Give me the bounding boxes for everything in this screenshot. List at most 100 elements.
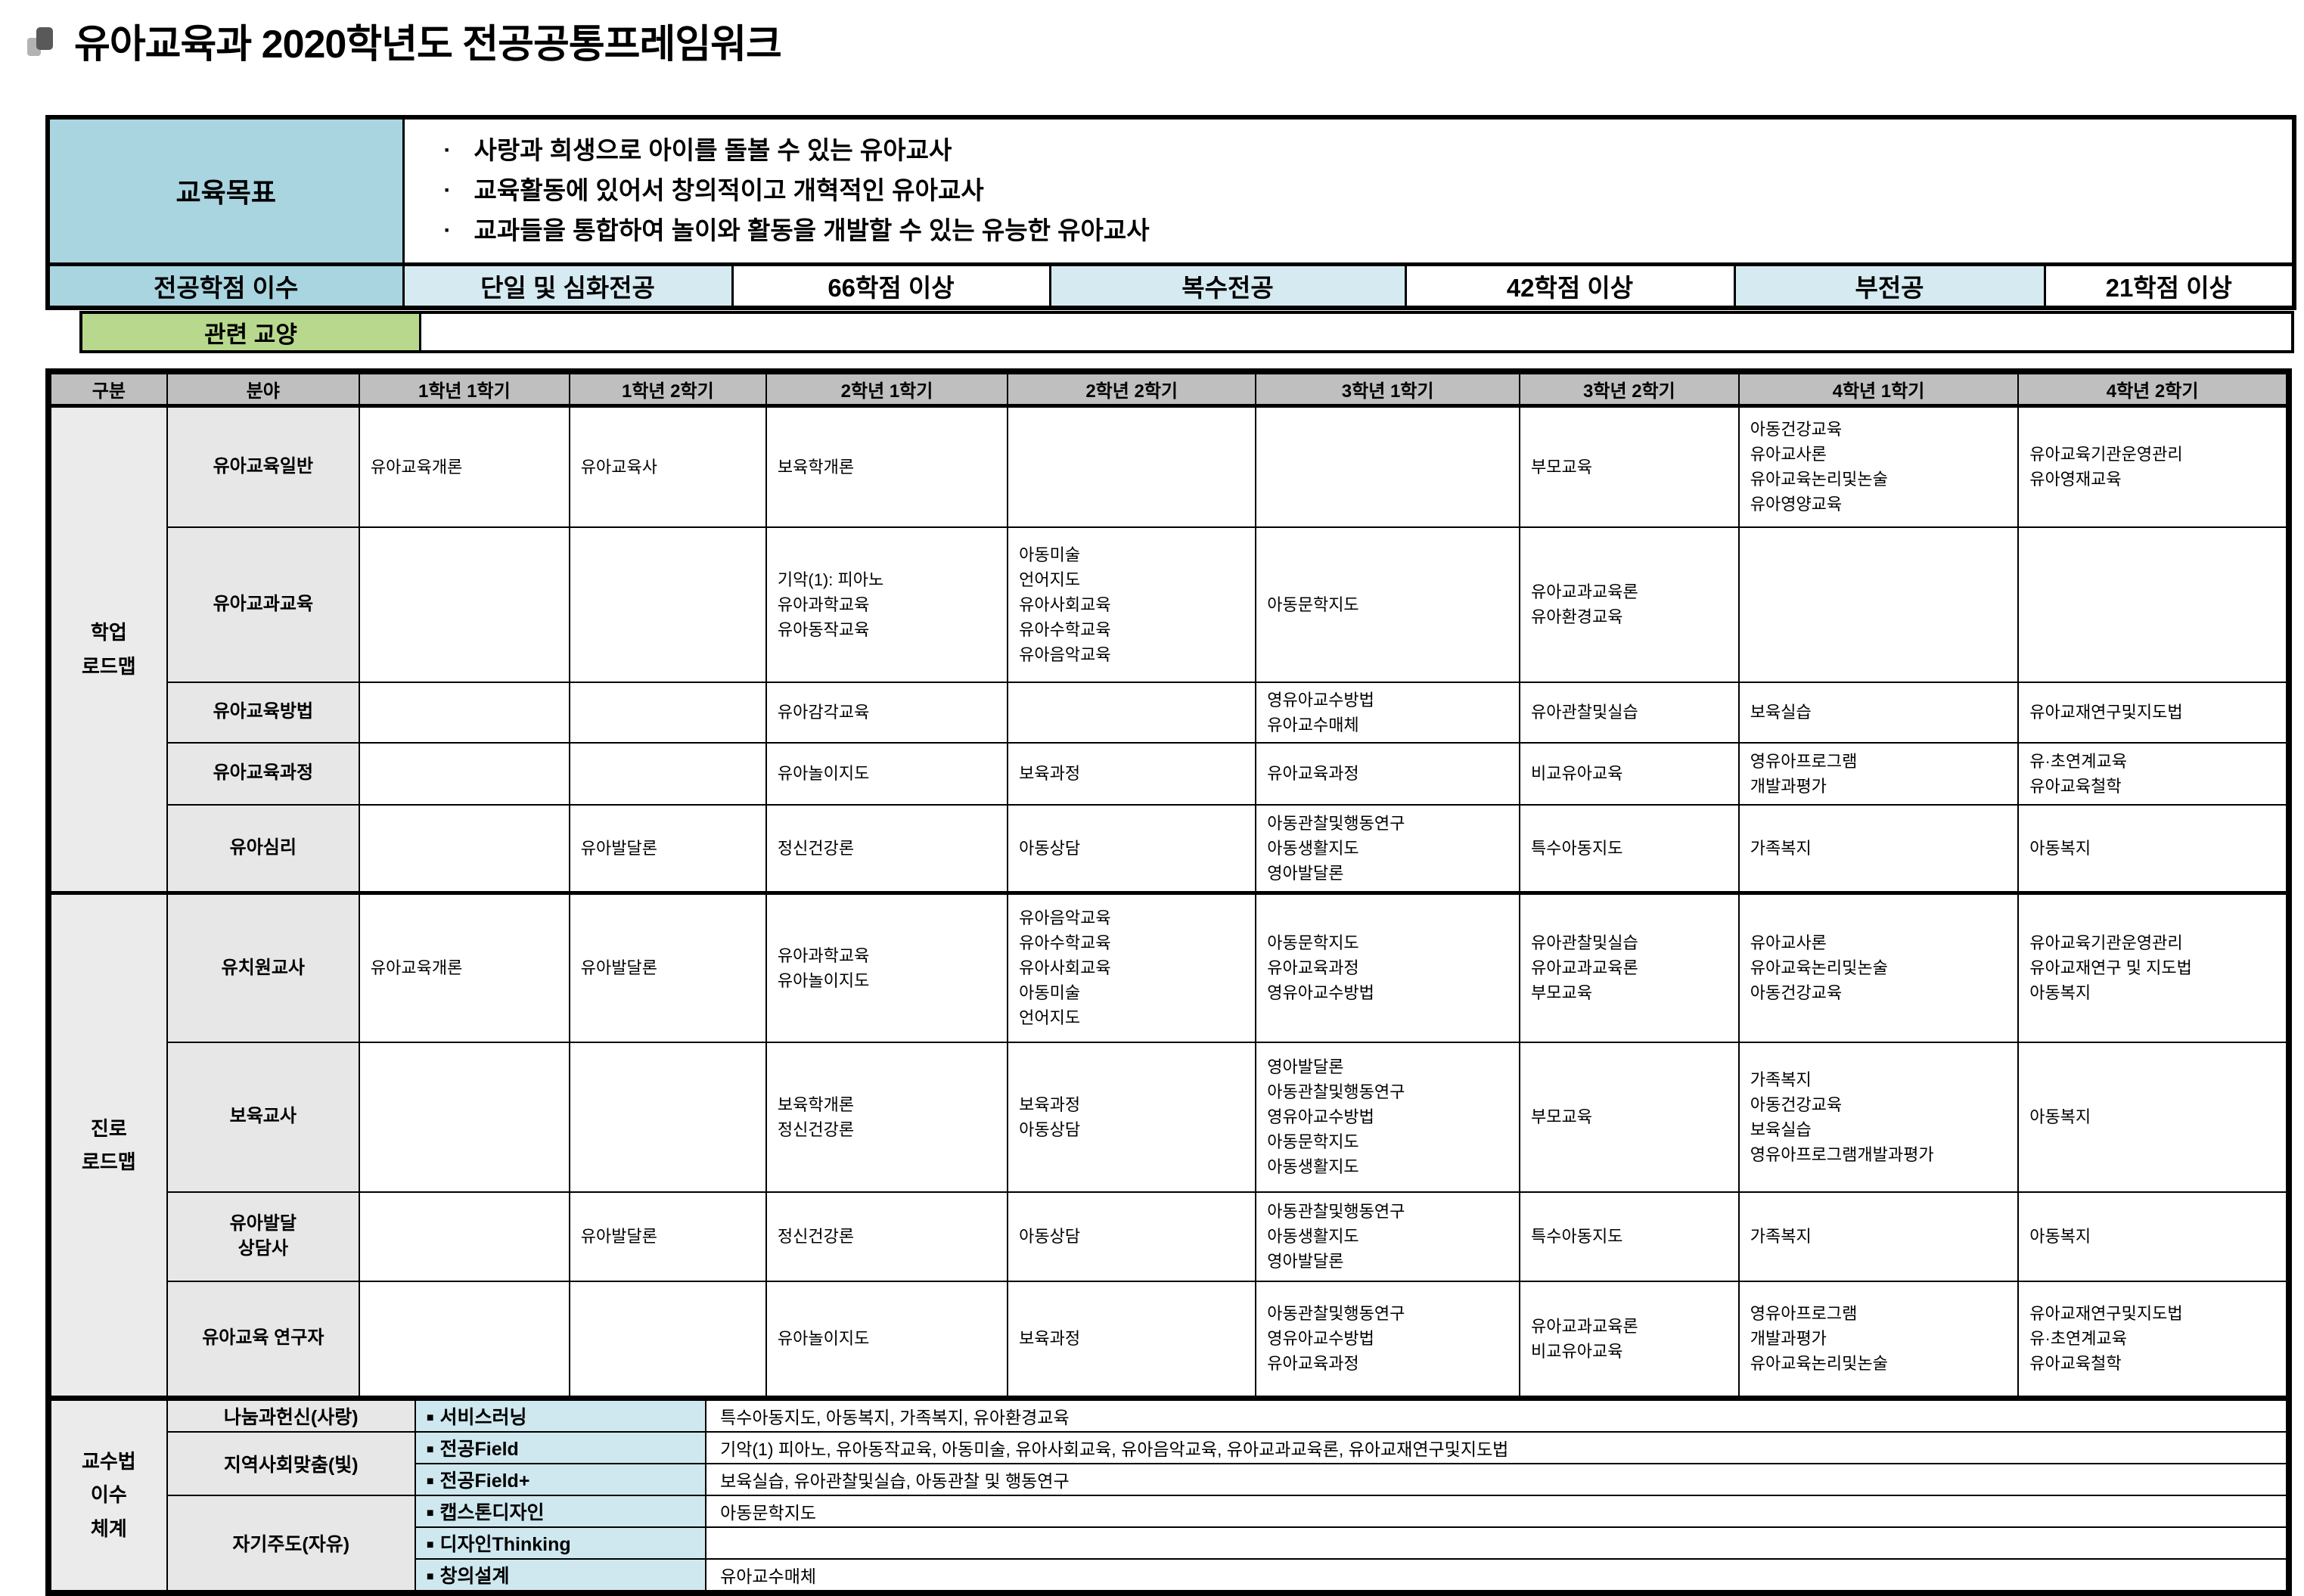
square-bullet-icon: ■ xyxy=(426,1474,434,1488)
square-bullet-icon: ■ xyxy=(426,1442,434,1456)
table-row: 진로 로드맵 유치원교사 유아교육개론 유아발달론 유아과학교육 유아놀이지도 … xyxy=(50,891,2287,1397)
course-cell xyxy=(568,526,767,683)
credit-value-cell: 42학점 이상 xyxy=(1404,262,1736,309)
roadmap-table: 구분 분야 1학년 1학기 1학년 2학기 2학년 1학기 2학년 2학기 3학… xyxy=(50,373,2287,1397)
liberal-arts-value xyxy=(421,314,2291,350)
course-cell: 유아관찰및실습 유아교과교육론 부모교육 xyxy=(1519,891,1740,1043)
teaching-category-cell: 자기주도(자유) xyxy=(166,1494,416,1591)
square-bullet-icon: ■ xyxy=(426,1570,434,1583)
goal-text: 교육활동에 있어서 창의적이고 개혁적인 유아교사 xyxy=(474,175,984,204)
square-bullet-icon: ■ xyxy=(426,1411,434,1424)
table-row: 유아교과교육 기악(1): 피아노 유아과학교육 유아동작교육 아동미술 언어지… xyxy=(51,526,2287,683)
teaching-courses-cell: 기악(1) 피아노, 유아동작교육, 아동미술, 유아사회교육, 유아음악교육,… xyxy=(705,1430,2287,1464)
bullet-icon: · xyxy=(443,218,452,244)
course-cell: 보육학개론 정신건강론 xyxy=(765,1041,1009,1193)
table-row: 유아발달 상담사 유아발달론 정신건강론 아동상담 아동관찰및행동연구 아동생활… xyxy=(51,1191,2287,1282)
table-row: 보육교사 보육학개론 정신건강론 보육과정 아동상담 영아발달론 아동관찰및행동… xyxy=(51,1041,2287,1193)
course-cell: 유아교과교육론 유아환경교육 xyxy=(1519,526,1740,683)
header-row: 구분 분야 1학년 1학기 1학년 2학기 2학년 1학기 2학년 2학기 3학… xyxy=(50,373,2287,408)
teaching-group-cell: 교수법 이수 체계 xyxy=(50,1400,168,1591)
course-cell: 유아교과교육론 비교유아교육 xyxy=(1519,1280,1740,1397)
course-cell xyxy=(568,681,767,744)
credits-label: 전공학점 이수 xyxy=(46,262,405,309)
column-header: 3학년 2학기 xyxy=(1519,373,1740,408)
course-cell: 아동건강교육 유아교사론 유아교육논리및논술 유아영양교육 xyxy=(1737,405,2020,528)
course-cell xyxy=(358,1280,570,1397)
course-cell xyxy=(358,681,570,744)
course-cell: 아동상담 xyxy=(1007,803,1257,894)
table-row: 유아심리 유아발달론 정신건강론 아동상담 아동관찰및행동연구 아동생활지도 영… xyxy=(51,803,2287,894)
teaching-method-table: 교수법 이수 체계 나눔과헌신(사랑) ■ 서비스러닝 특수아동지도, 아동복지,… xyxy=(50,1400,2287,1591)
course-cell: 유아교육개론 xyxy=(358,891,570,1043)
course-cell xyxy=(358,526,570,683)
group-cell: 진로 로드맵 xyxy=(50,891,168,1397)
course-cell: 유아교사론 유아교육논리및논술 아동건강교육 xyxy=(1737,891,2020,1043)
credit-type-cell: 부전공 xyxy=(1733,262,2046,309)
field-cell: 유아교육 연구자 xyxy=(166,1280,360,1397)
course-cell: 유아관찰및실습 xyxy=(1519,681,1740,744)
table-row: 지역사회맞춤(빛) ■ 전공Field 기악(1) 피아노, 유아동작교육, 아동… xyxy=(51,1430,2287,1496)
course-cell: 유아놀이지도 xyxy=(765,1280,1009,1397)
teaching-method-cell: ■ 서비스러닝 xyxy=(414,1400,707,1433)
field-cell: 보육교사 xyxy=(166,1041,360,1193)
course-cell: 아동상담 xyxy=(1007,1191,1257,1282)
course-cell xyxy=(568,1041,767,1193)
course-cell: 유아발달론 xyxy=(568,803,767,894)
course-cell: 정신건강론 xyxy=(765,1191,1009,1282)
education-goal-body: · 사랑과 희생으로 아이를 돌볼 수 있는 유아교사 · 교육활동에 있어서 … xyxy=(402,116,2296,266)
course-cell: 가족복지 xyxy=(1737,803,2020,894)
course-cell: 유아발달론 xyxy=(568,891,767,1043)
table-row: 학업 로드맵 유아교육일반 유아교육개론 유아교육사 보육학개론 부모교육 아동… xyxy=(50,405,2287,894)
course-cell xyxy=(358,803,570,894)
framework-table-container: 구분 분야 1학년 1학기 1학년 2학기 2학년 1학기 2학년 2학기 3학… xyxy=(45,368,2292,1596)
teaching-courses-cell: 유아교수매체 xyxy=(705,1557,2287,1591)
column-header: 3학년 1학기 xyxy=(1255,373,1521,408)
course-cell: 특수아동지도 xyxy=(1519,803,1740,894)
course-cell: 영유아프로그램 개발과평가 유아교육논리및논술 xyxy=(1737,1280,2020,1397)
teaching-method-section: 교수법 이수 체계 나눔과헌신(사랑) ■ 서비스러닝 특수아동지도, 아동복지,… xyxy=(50,1396,2287,1591)
field-cell: 유아발달 상담사 xyxy=(166,1191,360,1282)
table-row: ■ 디자인Thinking xyxy=(51,1526,2287,1560)
course-cell xyxy=(2017,526,2287,683)
course-cell: 유아과학교육 유아놀이지도 xyxy=(765,891,1009,1043)
course-cell xyxy=(358,1191,570,1282)
table-row: 유아교육과정 유아놀이지도 보육과정 유아교육과정 비교유아교육 영유아프로그램… xyxy=(51,741,2287,806)
title-bullet-icon xyxy=(27,24,54,57)
method-name: 전공Field xyxy=(439,1438,519,1460)
liberal-arts-box: 관련 교양 xyxy=(79,311,2294,353)
credit-type-cell: 단일 및 심화전공 xyxy=(402,262,734,309)
course-cell: 아동미술 언어지도 유아사회교육 유아수학교육 유아음악교육 xyxy=(1007,526,1257,683)
column-header: 4학년 1학기 xyxy=(1737,373,2020,408)
course-cell xyxy=(1255,405,1521,528)
course-cell: 유아놀이지도 xyxy=(765,741,1009,806)
table-row: 유아교육 연구자 유아놀이지도 보육과정 아동관찰및행동연구 영유아교수방법 유… xyxy=(51,1280,2287,1397)
table-row: 자기주도(자유) ■ 캡스톤디자인 아동문학지도 xyxy=(51,1494,2287,1591)
method-name: 캡스톤디자인 xyxy=(439,1501,545,1523)
course-cell: 가족복지 xyxy=(1737,1191,2020,1282)
course-cell: 보육실습 xyxy=(1737,681,2020,744)
table-row: 유아교육방법 유아감각교육 영유아교수방법 유아교수매체 유아관찰및실습 보육실… xyxy=(51,681,2287,744)
goal-item: · 교육활동에 있어서 창의적이고 개혁적인 유아교사 xyxy=(444,171,2285,211)
method-name: 디자인Thinking xyxy=(439,1533,571,1555)
course-cell: 부모교육 xyxy=(1519,405,1740,528)
square-bullet-icon: ■ xyxy=(426,1538,434,1551)
teaching-courses-cell: 보육실습, 유아관찰및실습, 아동관찰 및 행동연구 xyxy=(705,1462,2287,1496)
teaching-courses-cell: 아동문학지도 xyxy=(705,1494,2287,1528)
goals-credits-table: 교육목표 · 사랑과 희생으로 아이를 돌볼 수 있는 유아교사 · 교육활동에… xyxy=(45,115,2297,310)
course-cell: 유아교육기관운영관리 유아영재교육 xyxy=(2017,405,2287,528)
teaching-courses-cell: 특수아동지도, 아동복지, 가족복지, 유아환경교육 xyxy=(705,1400,2287,1433)
method-name: 창의설계 xyxy=(439,1565,510,1587)
course-cell: 부모교육 xyxy=(1519,1041,1740,1193)
course-cell: 보육과정 xyxy=(1007,1280,1257,1397)
goal-text: 사랑과 희생으로 아이를 돌볼 수 있는 유아교사 xyxy=(474,136,952,165)
teaching-method-cell: ■ 캡스톤디자인 xyxy=(414,1494,707,1528)
course-cell: 유아발달론 xyxy=(568,1191,767,1282)
course-cell: 아동관찰및행동연구 아동생활지도 영아발달론 xyxy=(1255,1191,1521,1282)
course-cell: 유·초연계교육 유아교육철학 xyxy=(2017,741,2287,806)
course-cell: 정신건강론 xyxy=(765,803,1009,894)
bullet-icon: · xyxy=(443,138,452,163)
course-cell xyxy=(568,1280,767,1397)
credit-type-cell: 복수전공 xyxy=(1048,262,1407,309)
course-cell: 유아음악교육 유아수학교육 유아사회교육 아동미술 언어지도 xyxy=(1007,891,1257,1043)
course-cell xyxy=(568,741,767,806)
